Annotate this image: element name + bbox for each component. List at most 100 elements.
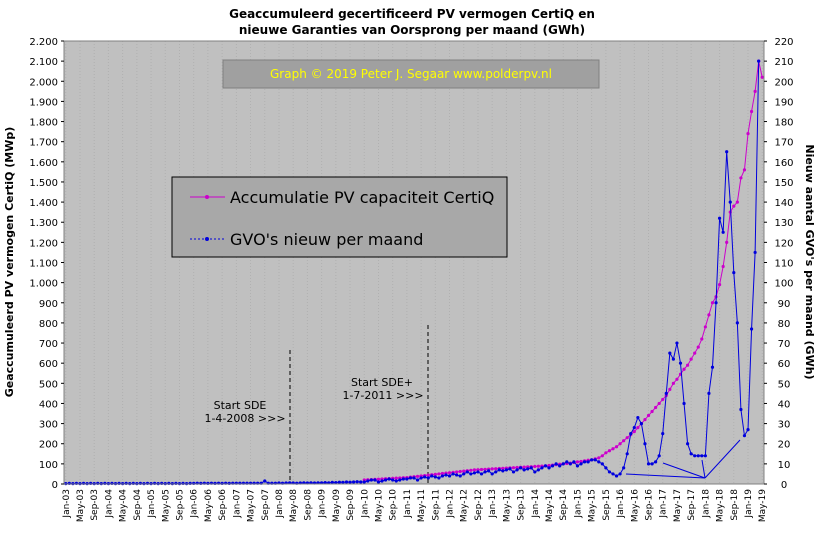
x-tick-label: Jan-07 bbox=[232, 489, 242, 519]
data-point bbox=[344, 480, 349, 484]
y-tick-label: 1.000 bbox=[29, 279, 58, 290]
data-point bbox=[742, 434, 747, 438]
data-point bbox=[625, 436, 629, 440]
data-point bbox=[753, 89, 757, 93]
data-point bbox=[721, 230, 725, 234]
x-tick-label: May-07 bbox=[247, 489, 257, 522]
data-point bbox=[632, 426, 636, 430]
data-point bbox=[117, 481, 121, 485]
data-point bbox=[614, 445, 619, 449]
data-point bbox=[625, 452, 629, 456]
x-tick-label: May-05 bbox=[161, 489, 171, 522]
data-point bbox=[515, 468, 519, 472]
x-tick-label: Sep-10 bbox=[389, 489, 399, 521]
data-point bbox=[380, 479, 384, 483]
data-point bbox=[405, 477, 409, 481]
data-point bbox=[643, 417, 647, 422]
data-point bbox=[575, 464, 580, 468]
data-point bbox=[483, 467, 487, 471]
data-point bbox=[533, 470, 537, 474]
data-point bbox=[661, 397, 665, 402]
data-point bbox=[67, 481, 71, 485]
y2-tick-label: 210 bbox=[774, 57, 793, 68]
data-point bbox=[600, 454, 604, 458]
legend-label: Accumulatie PV capaciteit CertiQ bbox=[230, 188, 494, 207]
data-point bbox=[213, 481, 217, 485]
data-point bbox=[543, 464, 548, 468]
data-point bbox=[689, 357, 693, 361]
x-tick-label: Jan-18 bbox=[701, 489, 711, 519]
y-tick-label: 700 bbox=[39, 339, 58, 350]
x-tick-label: Jan-08 bbox=[275, 489, 285, 519]
data-point bbox=[597, 460, 601, 464]
data-point bbox=[433, 472, 437, 476]
data-point bbox=[462, 469, 466, 473]
y-tick-label: 1.600 bbox=[29, 158, 58, 169]
x-tick-label: May-12 bbox=[460, 489, 470, 522]
watermark: Graph © 2019 Peter J. Segaar www.polderp… bbox=[270, 67, 552, 81]
data-point bbox=[444, 473, 448, 477]
x-tick-label: Sep-08 bbox=[303, 489, 313, 521]
y2-tick-label: 70 bbox=[778, 339, 791, 350]
x-tick-label: Sep-16 bbox=[645, 489, 655, 521]
x-tick-label: May-16 bbox=[630, 489, 640, 522]
y2-tick-label: 220 bbox=[774, 37, 793, 48]
data-point bbox=[717, 283, 722, 287]
data-point bbox=[746, 132, 750, 136]
data-point bbox=[693, 351, 697, 355]
data-point bbox=[490, 467, 494, 471]
data-point bbox=[494, 470, 498, 474]
data-point bbox=[376, 480, 381, 484]
y-tick-label: 2.000 bbox=[29, 77, 58, 88]
data-point bbox=[487, 469, 491, 473]
series-layer bbox=[64, 59, 764, 486]
data-point bbox=[348, 480, 352, 484]
data-point bbox=[529, 466, 533, 470]
y-tick-label: 1.300 bbox=[29, 218, 58, 229]
data-point bbox=[707, 313, 711, 317]
data-point bbox=[355, 480, 359, 484]
x-tick-label: Sep-12 bbox=[474, 489, 484, 521]
data-point bbox=[696, 345, 700, 349]
watermark-box bbox=[222, 59, 600, 89]
data-point bbox=[74, 481, 79, 485]
data-point bbox=[440, 471, 445, 476]
data-point bbox=[415, 474, 420, 478]
data-point bbox=[103, 481, 107, 485]
data-point bbox=[437, 472, 441, 476]
y2-tick-label: 100 bbox=[774, 279, 793, 290]
y-tick-label: 800 bbox=[39, 319, 58, 330]
y2-tick-label: 50 bbox=[778, 379, 791, 390]
data-point bbox=[678, 361, 683, 365]
data-point bbox=[376, 477, 381, 481]
data-point bbox=[263, 479, 267, 483]
data-point bbox=[629, 432, 633, 436]
data-point bbox=[668, 387, 672, 391]
data-point bbox=[671, 357, 675, 361]
data-point bbox=[511, 466, 516, 470]
data-point bbox=[366, 479, 370, 483]
data-point bbox=[693, 454, 697, 458]
data-point bbox=[682, 401, 686, 406]
data-point bbox=[650, 409, 654, 414]
data-point bbox=[408, 476, 413, 480]
y-tick-label: 600 bbox=[39, 359, 58, 370]
data-point bbox=[590, 458, 594, 462]
data-point bbox=[469, 472, 473, 476]
data-point bbox=[657, 454, 661, 458]
data-point bbox=[423, 475, 427, 479]
y2-tick-label: 80 bbox=[778, 319, 791, 330]
y-tick-label: 1.200 bbox=[29, 238, 58, 249]
data-point bbox=[550, 464, 555, 468]
y2-tick-label: 30 bbox=[778, 420, 791, 431]
data-point bbox=[611, 472, 615, 476]
data-point bbox=[508, 467, 512, 471]
data-point bbox=[753, 250, 757, 255]
y2-tick-label: 110 bbox=[774, 259, 793, 270]
data-point bbox=[749, 327, 754, 331]
y-tick-label: 1.700 bbox=[29, 138, 58, 149]
data-point bbox=[536, 468, 540, 472]
y2-tick-label: 120 bbox=[774, 238, 793, 249]
data-point bbox=[707, 391, 711, 395]
data-point bbox=[696, 454, 700, 458]
